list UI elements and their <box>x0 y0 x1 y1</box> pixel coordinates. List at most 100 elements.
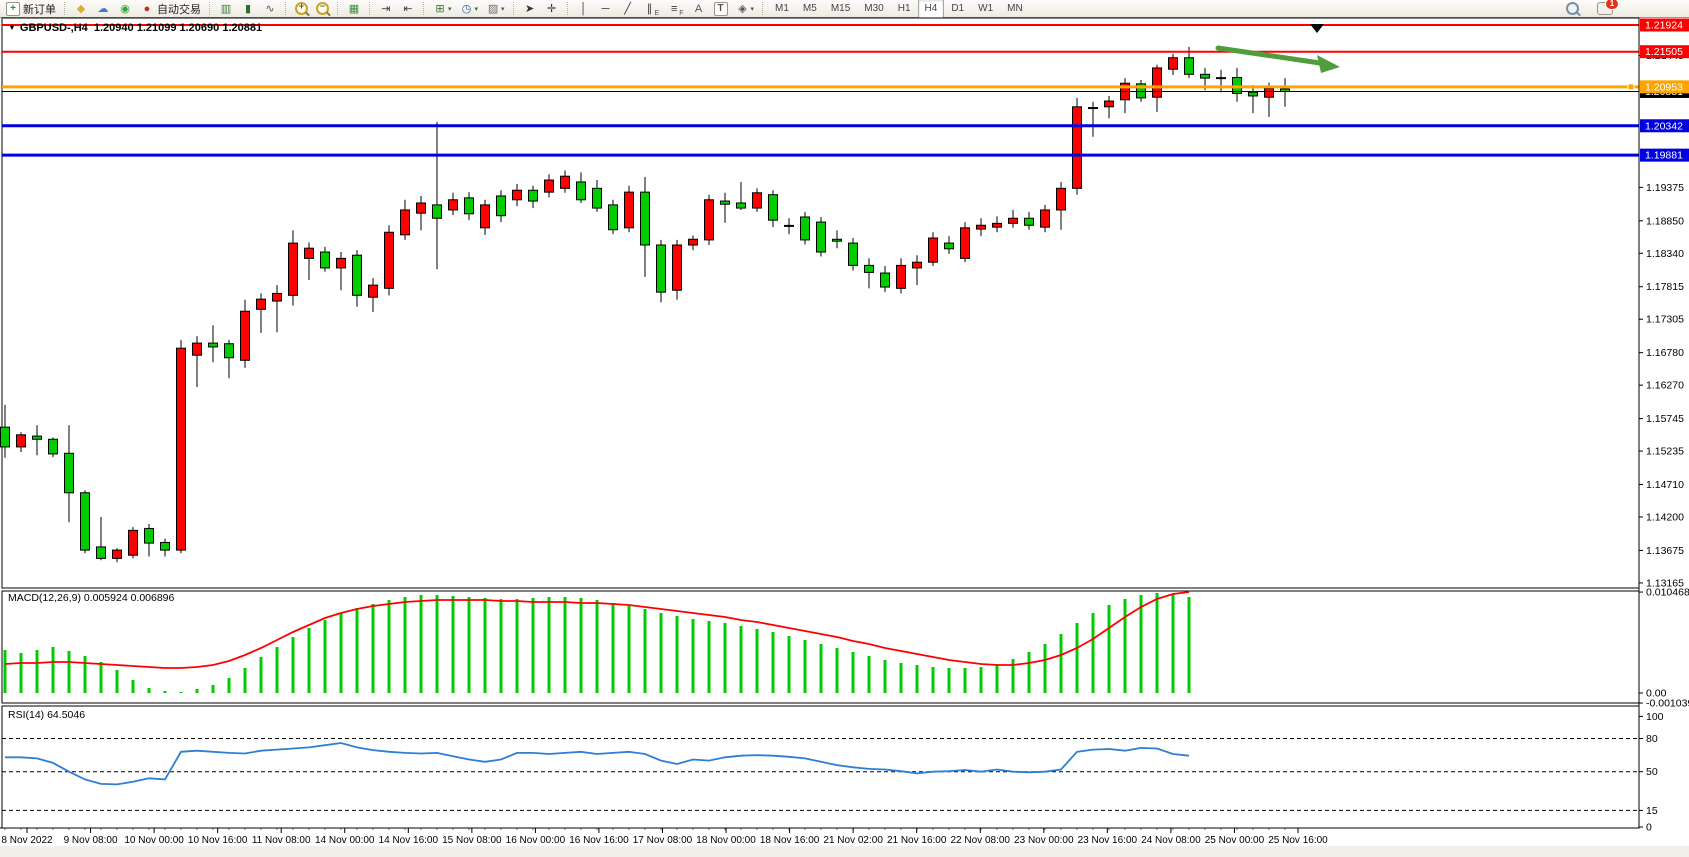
macd-bar <box>1027 651 1031 693</box>
hline-drag-handle[interactable] <box>1627 83 1635 91</box>
trendline-button[interactable]: ╱ <box>617 0 639 18</box>
macd-bar <box>547 596 551 693</box>
macd-bar <box>259 657 263 693</box>
tf-mn-button[interactable]: MN <box>1007 3 1023 14</box>
new-order-button[interactable]: + 新订单 <box>2 0 60 18</box>
macd-bar <box>979 667 983 693</box>
time-tick-label: 9 Nov 08:00 <box>64 835 118 846</box>
macd-bar <box>131 680 135 693</box>
toolbar-group: M1 M5 M15 M30 H1 H4 D1 W1 MN <box>768 0 1030 19</box>
market-icon[interactable]: ☁ <box>92 0 114 18</box>
macd-bar <box>899 662 903 693</box>
auto-scroll-button[interactable]: ⇥ <box>375 0 397 18</box>
candle <box>592 187 602 209</box>
macd-bar <box>1123 598 1127 693</box>
tf-m5-button[interactable]: M5 <box>802 3 817 14</box>
candle <box>272 292 282 302</box>
candle <box>976 224 986 230</box>
candle <box>144 527 154 544</box>
chart-shift-button[interactable]: ⇤ <box>397 0 419 18</box>
macd-bar <box>883 659 887 693</box>
macd-bar <box>275 647 279 693</box>
notifications-button[interactable]: 1 <box>1593 0 1619 18</box>
candle <box>1008 217 1018 224</box>
bar-chart-button[interactable]: ▥ <box>215 0 237 18</box>
vertical-line-button[interactable]: │ <box>573 0 595 18</box>
candle <box>112 549 122 559</box>
zoom-in-button[interactable]: + <box>291 0 312 18</box>
signals-icon[interactable]: ◉ <box>114 0 136 18</box>
line-chart-button[interactable]: ∿ <box>259 0 281 18</box>
channel-button[interactable]: ∥ E <box>639 0 664 18</box>
price-flag <box>1640 80 1689 94</box>
chat-bubble-icon: 1 <box>1597 0 1619 15</box>
macd-bar <box>179 691 183 693</box>
templates-button[interactable]: ▨ ▾ <box>482 0 509 18</box>
candle <box>496 195 506 217</box>
tile-windows-button[interactable]: ▦ <box>343 0 365 18</box>
periods-button[interactable]: ◷ ▾ <box>456 0 483 18</box>
tf-w1-button[interactable]: W1 <box>978 3 994 14</box>
candle <box>400 209 410 236</box>
candle <box>1056 187 1066 211</box>
candle <box>64 452 74 494</box>
chart-shift-marker[interactable] <box>1310 24 1324 33</box>
candle <box>992 222 1002 228</box>
tf-m1-button[interactable]: M1 <box>775 3 789 14</box>
macd-bar <box>643 608 647 693</box>
candle <box>1200 73 1210 79</box>
candle <box>160 541 170 551</box>
zoom-out-button[interactable]: − <box>312 0 333 18</box>
price-axis[interactable]: 1.214451.193751.188501.183401.178151.173… <box>1638 18 1689 846</box>
candle <box>896 264 906 289</box>
price-flag <box>1640 18 1689 32</box>
time-axis[interactable]: 8 Nov 2022 9 Nov 08:00 10 Nov 00:00 10 Nov … <box>0 827 1639 846</box>
candle <box>336 257 346 269</box>
time-tick-label: 23 Nov 16:00 <box>1078 835 1138 846</box>
toolbar-group: ▦ <box>343 0 365 18</box>
trend-arrow-line[interactable] <box>1215 45 1323 66</box>
cursor-button[interactable]: ➤ <box>519 0 541 18</box>
rsi-axis-label: 100 <box>1646 711 1664 723</box>
axis-tick-label: 1.17815 <box>1646 281 1684 293</box>
candle <box>832 238 842 242</box>
tf-m15-button[interactable]: M15 <box>830 3 851 14</box>
candlestick-chart-button[interactable]: ▮ <box>237 0 259 18</box>
candle <box>256 298 266 310</box>
text-button[interactable]: A <box>688 0 710 18</box>
macd-bar <box>1187 596 1191 693</box>
toolbar-separator <box>285 2 287 15</box>
tf-d1-button[interactable]: D1 <box>951 3 965 14</box>
candle <box>32 435 42 440</box>
tf-m30-button[interactable]: M30 <box>864 3 884 14</box>
candle <box>416 202 426 214</box>
horizontal-line-button[interactable]: ─ <box>595 0 617 18</box>
bar-chart-button-icon: ▥ <box>220 2 232 15</box>
crosshair-button[interactable]: ✛ <box>541 0 563 18</box>
chevron-down-icon: ▾ <box>501 5 505 13</box>
chart-title: ▼ GBPUSD-,H4 1.20940 1.21099 1.20690 1.20… <box>8 22 262 34</box>
autotrading-button[interactable]: ● 自动交易 <box>136 0 205 18</box>
macd-bar <box>867 655 871 693</box>
trend-arrow-head[interactable] <box>1317 55 1340 73</box>
tf-h1-button[interactable]: H1 <box>897 3 911 14</box>
hlines-layer <box>2 24 1639 157</box>
chart-menu-icon[interactable]: ▼ <box>8 23 16 32</box>
arrows-button[interactable]: ◈ ▾ <box>732 0 759 18</box>
axis-tick-label: 1.15235 <box>1646 446 1684 458</box>
metaeditor-icon[interactable]: ◆ <box>70 0 92 18</box>
macd-bar <box>147 687 151 693</box>
candle <box>928 237 938 263</box>
price-flag-label: 1.20342 <box>1645 120 1683 132</box>
time-tick-label: 14 Nov 16:00 <box>379 835 439 846</box>
macd-bar <box>627 605 631 693</box>
rsi-line <box>5 742 1190 786</box>
new-chart-button[interactable]: ⊞ ▾ <box>429 0 456 18</box>
search-button[interactable] <box>1562 0 1583 18</box>
label-button[interactable]: T <box>710 0 732 18</box>
channel-button-icon: ∥ <box>646 2 653 15</box>
fibonacci-button[interactable]: ≡ F <box>663 0 687 18</box>
macd-bar <box>691 618 695 693</box>
time-tick-label: 21 Nov 02:00 <box>823 835 883 846</box>
